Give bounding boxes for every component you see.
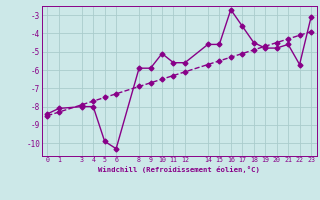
X-axis label: Windchill (Refroidissement éolien,°C): Windchill (Refroidissement éolien,°C) [98,166,260,173]
